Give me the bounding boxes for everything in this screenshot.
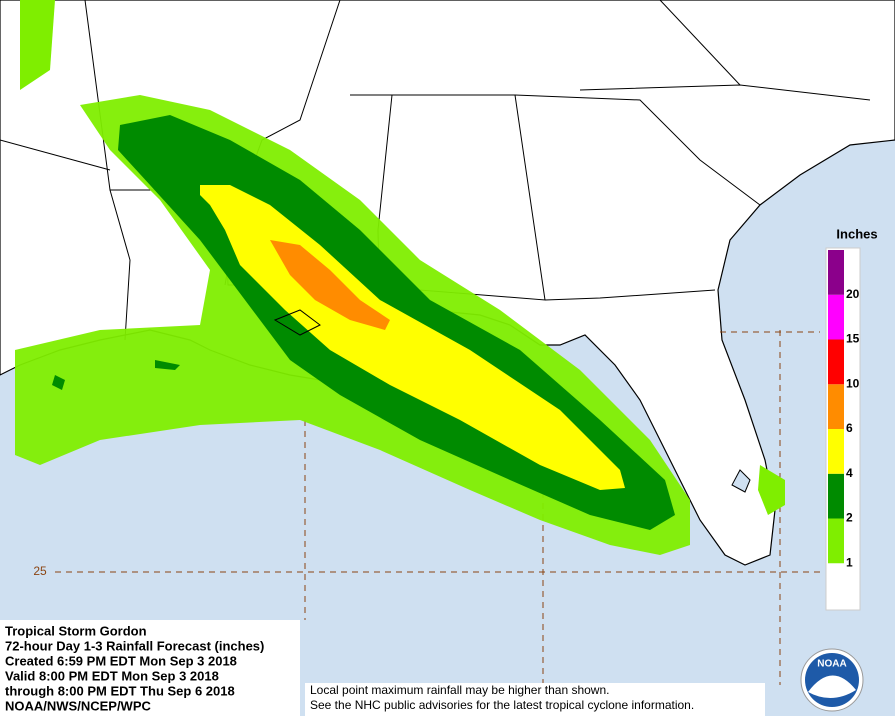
info-line: Created 6:59 PM EDT Mon Sep 3 2018 [5,653,237,668]
legend-title: Inches [836,226,877,241]
note-line: Local point maximum rainfall may be high… [310,683,609,697]
legend-label: 6 [846,421,853,435]
coastline-detail [273,309,751,493]
legend-swatch [828,473,844,519]
latitude-label: 25 [33,564,47,578]
legend-label: 15 [846,332,860,346]
info-line: NOAA/NWS/NCEP/WPC [5,698,152,713]
note-text: Local point maximum rainfall may be high… [310,683,694,712]
info-line: Tropical Storm Gordon [5,623,147,638]
legend-label: 10 [846,376,860,390]
noaa-logo: NOAA [800,648,864,712]
note-box [305,683,765,716]
info-box [0,620,300,716]
info-line: through 8:00 PM EDT Thu Sep 6 2018 [5,683,235,698]
legend-label: 2 [846,511,853,525]
rainfall-bands [15,0,785,555]
legend-swatch [828,339,844,385]
legend-swatch [828,563,844,608]
legend-swatch [828,429,844,474]
legend-swatch [828,518,844,564]
legend-label: 20 [846,287,860,301]
info-line: 72-hour Day 1-3 Rainfall Forecast (inche… [5,638,264,653]
logo-text: NOAA [817,659,846,670]
legend-swatch [828,384,844,429]
info-line: Valid 8:00 PM EDT Mon Sep 3 2018 [5,668,219,683]
legend-label: 1 [846,555,853,569]
note-line: See the NHC public advisories for the la… [310,698,694,712]
legend: Inches 1 2 4 6 10 15 20 [825,226,878,611]
legend-swatch [828,250,844,295]
legend-label: 4 [846,466,853,480]
legend-swatch [828,294,844,340]
